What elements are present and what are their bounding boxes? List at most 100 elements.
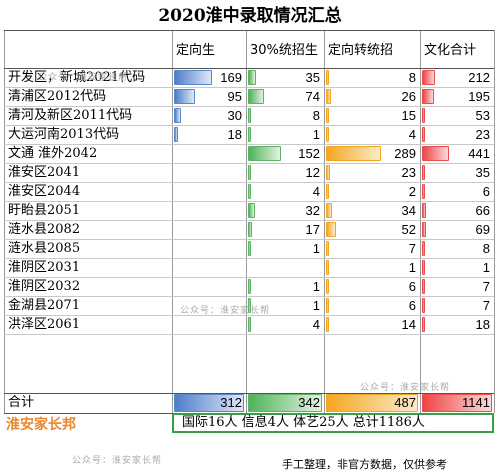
databar-c3 bbox=[326, 241, 329, 256]
table-row: 文通 淮外2042 152 289 441 bbox=[0, 144, 500, 163]
cell-c4: 6 bbox=[420, 182, 494, 201]
value-c2: 74 bbox=[305, 89, 320, 104]
value-c4: 35 bbox=[475, 165, 490, 180]
grid-hline bbox=[4, 163, 494, 164]
row-label: 洪泽区2061 bbox=[8, 317, 81, 332]
value-c2: 4 bbox=[312, 184, 320, 199]
cell-c1 bbox=[172, 277, 246, 296]
cell-c4: 35 bbox=[420, 163, 494, 182]
cell-c2: 74 bbox=[246, 87, 324, 106]
cell-c2 bbox=[246, 258, 324, 277]
row-label: 淮安区2041 bbox=[8, 165, 81, 180]
grid-vline bbox=[324, 30, 325, 413]
value-c3: 23 bbox=[401, 165, 416, 180]
cell-c2: 35 bbox=[246, 68, 324, 87]
databar-c3 bbox=[326, 127, 329, 142]
total-bar-c2 bbox=[248, 394, 322, 412]
value-c3: 1 bbox=[408, 260, 416, 275]
footnote: 手工整理，非官方数据，仅供参考 bbox=[282, 458, 447, 471]
databar-c2 bbox=[248, 165, 251, 180]
total-bar-c1 bbox=[174, 394, 244, 412]
cell-c3: 23 bbox=[324, 163, 420, 182]
watermark-1: 公众号：淮安家长帮 bbox=[38, 73, 129, 83]
value-c2: 8 bbox=[312, 108, 320, 123]
databar-c2 bbox=[248, 317, 251, 332]
databar-c4 bbox=[422, 241, 425, 256]
total-c3: 487 bbox=[324, 393, 420, 412]
total-c1: 312 bbox=[172, 393, 246, 412]
cell-c1 bbox=[172, 144, 246, 163]
table-row: 大运河南2013代码 18 1 4 23 bbox=[0, 125, 500, 144]
grid-hline bbox=[4, 393, 494, 394]
grid-hline bbox=[4, 296, 494, 297]
cell-c4: 69 bbox=[420, 220, 494, 239]
value-c2: 1 bbox=[312, 241, 320, 256]
databar-c4 bbox=[422, 222, 426, 237]
grid-hline bbox=[4, 144, 494, 145]
value-c1: 169 bbox=[220, 70, 242, 85]
value-c3: 6 bbox=[408, 298, 416, 313]
grid-hline bbox=[4, 258, 494, 259]
row-label: 开发区，新城2021代码 bbox=[8, 70, 146, 85]
databar-c3 bbox=[326, 146, 381, 161]
cell-c1: 18 bbox=[172, 125, 246, 144]
value-c1: 95 bbox=[227, 89, 242, 104]
value-c2: 12 bbox=[305, 165, 320, 180]
value-c3: 15 bbox=[401, 108, 416, 123]
cell-c2: 8 bbox=[246, 106, 324, 125]
total-row: 合计 312 342 487 1141 bbox=[0, 393, 500, 413]
databar-c4 bbox=[422, 317, 425, 332]
cell-c2: 4 bbox=[246, 182, 324, 201]
cell-c1: 169 bbox=[172, 68, 246, 87]
value-c2: 4 bbox=[312, 317, 320, 332]
total-label: 合计 bbox=[8, 395, 35, 410]
cell-c2: 1 bbox=[246, 277, 324, 296]
value-c4: 7 bbox=[482, 279, 490, 294]
total-c4: 1141 bbox=[420, 393, 494, 412]
cell-c1 bbox=[172, 182, 246, 201]
table-row: 开发区，新城2021代码 169 35 8 212 bbox=[0, 68, 500, 87]
row-label: 淮阴区2032 bbox=[8, 279, 81, 294]
header-c3: 定向转统招 bbox=[328, 43, 394, 58]
cell-c1 bbox=[172, 220, 246, 239]
row-label: 大运河南2013代码 bbox=[8, 127, 120, 142]
cell-c3: 14 bbox=[324, 315, 420, 334]
header-c4: 文化合计 bbox=[424, 43, 477, 58]
total-bar-c3 bbox=[326, 394, 418, 412]
row-label: 清河及新区2011代码 bbox=[8, 108, 133, 123]
total-c2: 342 bbox=[246, 393, 324, 412]
databar-c2 bbox=[248, 184, 251, 199]
databar-c2 bbox=[248, 298, 251, 313]
cell-c1: 30 bbox=[172, 106, 246, 125]
value-c4: 66 bbox=[475, 203, 490, 218]
databar-c2 bbox=[248, 279, 251, 294]
cell-c2: 1 bbox=[246, 239, 324, 258]
total-value-c3: 487 bbox=[394, 395, 416, 410]
grid-hline bbox=[4, 239, 494, 240]
databar-c4 bbox=[422, 127, 425, 142]
databar-c4 bbox=[422, 260, 425, 275]
grid-vline bbox=[494, 30, 495, 413]
cell-c3: 15 bbox=[324, 106, 420, 125]
cell-c4: 1 bbox=[420, 258, 494, 277]
value-c4: 195 bbox=[468, 89, 490, 104]
databar-c2 bbox=[248, 108, 251, 123]
value-c3: 26 bbox=[401, 89, 416, 104]
cell-c3: 34 bbox=[324, 201, 420, 220]
cell-c1 bbox=[172, 239, 246, 258]
table-row: 清浦区2012代码 95 74 26 195 bbox=[0, 87, 500, 106]
row-label: 淮安区2044 bbox=[8, 184, 81, 199]
cell-c4: 18 bbox=[420, 315, 494, 334]
value-c2: 1 bbox=[312, 127, 320, 142]
cell-c2: 1 bbox=[246, 296, 324, 315]
value-c3: 34 bbox=[401, 203, 416, 218]
table-row: 涟水县2085 1 7 8 bbox=[0, 239, 500, 258]
databar-c1 bbox=[174, 127, 178, 142]
cell-c4: 212 bbox=[420, 68, 494, 87]
total-value-c1: 312 bbox=[220, 395, 242, 410]
total-bar-c4 bbox=[422, 394, 492, 412]
grid-hline bbox=[4, 334, 494, 335]
databar-c4 bbox=[422, 70, 435, 85]
databar-c3 bbox=[326, 108, 329, 123]
value-c3: 8 bbox=[408, 70, 416, 85]
